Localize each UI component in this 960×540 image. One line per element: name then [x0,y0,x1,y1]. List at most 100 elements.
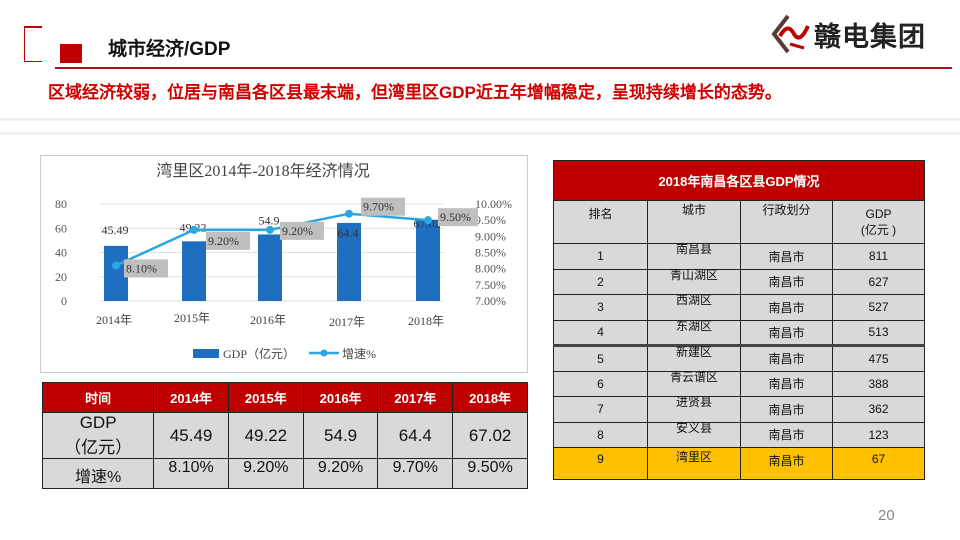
growth-label-box [280,221,324,240]
growth-label-box [124,259,168,278]
gdp-cell: 388 [832,370,925,397]
table-header-row: 时间 2014年 2015年 2016年 2017年 2018年 [41,382,528,413]
rate-cell: 9.70% [377,458,454,489]
gdp-cell: 45.49 [153,412,229,459]
company-logo: 赣电集团 [770,14,926,54]
gdp-bar [337,222,361,301]
header-cell: 2014年 [153,382,229,413]
city-cell: 西湖区 [647,294,741,321]
growth-label-box [206,231,250,250]
gdp-cell: 627 [832,268,925,295]
growth-label-box [438,208,478,227]
rank-cell: 5 [553,345,648,372]
rank-cell: 9 [553,447,648,480]
header-line: (亿元 ) [860,223,897,237]
gdp-cell: 513 [832,319,925,346]
admin-cell: 南昌市 [740,243,833,270]
header-line: GDP [865,207,892,221]
city-cell: 东湖区 [647,319,741,346]
left-axis-tick: 80 [55,197,67,211]
rank-cell: 7 [553,396,648,423]
district-gdp-table: 2018年南昌各区县GDP情况 排名 城市 行政划分 GDP (亿元 ) 1 南昌县… [553,160,925,480]
gdp-data-label: 45.49 [102,223,129,237]
gdp-cell: 362 [832,396,925,423]
table-row: 8 安义县 南昌市 123 [553,421,925,448]
legend-label: 增速% [342,347,376,361]
gdp-cell: 64.4 [377,412,454,459]
city-cell: 新建区 [647,345,741,372]
right-axis-tick: 9.00% [475,229,506,243]
page-number: 20 [878,507,895,524]
yearly-gdp-table: 时间 2014年 2015年 2016年 2017年 2018年 GDP （亿元）… [41,382,528,489]
city-cell: 南昌县 [647,243,741,270]
left-axis-tick: 0 [61,294,67,308]
admin-cell: 南昌市 [740,447,833,480]
rate-cell: 9.50% [452,458,528,489]
table-row: 5 新建区 南昌市 475 [553,345,925,372]
growth-data-label: 9.20% [208,234,239,248]
rate-cell: 9.20% [302,458,379,489]
gdp-cell: 811 [832,243,925,270]
table-row-highlighted: 9 湾里区 南昌市 67 [553,447,925,480]
gdp-cell: 527 [832,294,925,321]
right-axis-tick: 7.50% [475,278,506,292]
page-title: 城市经济/GDP [108,39,231,60]
table-row: 7 进贤县 南昌市 362 [553,396,925,423]
table-row: GDP （亿元） 45.49 49.22 54.9 64.4 67.02 [41,412,528,459]
city-cell: 进贤县 [647,396,741,423]
header-cell: 排名 [553,200,648,244]
left-axis-tick: 40 [55,246,67,260]
admin-cell: 南昌市 [740,319,833,346]
gdp-cell: 49.22 [227,412,304,459]
legend-line-marker [320,349,328,357]
table-row: 增速% 8.10% 9.20% 9.20% 9.70% 9.50% [41,458,528,489]
right-axis-tick: 7.00% [475,294,506,308]
rank-cell: 3 [553,294,648,321]
table-caption-row: 2018年南昌各区县GDP情况 [553,160,925,201]
header-cell: 2016年 [302,382,379,413]
background-line [0,118,960,121]
header-cell: 城市 [647,200,741,244]
header-cell: 2015年 [227,382,304,413]
gdp-cell: 54.9 [302,412,379,459]
rank-cell: 2 [553,268,648,295]
table-caption: 2018年南昌各区县GDP情况 [553,160,925,201]
legend-bar-swatch [193,349,219,358]
growth-data-label: 9.20% [282,224,313,238]
growth-point [266,225,274,234]
growth-point [190,225,198,234]
header-cell: 时间 [41,382,155,413]
rate-cell: 8.10% [153,458,229,489]
row-label-line: （亿元） [64,438,133,457]
header-cell: 行政划分 [740,200,833,244]
admin-cell: 南昌市 [740,268,833,295]
legend-label: GDP（亿元） [223,346,295,361]
gdp-bar [182,241,206,301]
admin-cell: 南昌市 [740,396,833,423]
table-row: 2 青山湖区 南昌市 627 [553,268,925,295]
subtitle: 区域经济较弱，位居与南昌各区县最末端，但湾里区GDP近五年增幅稳定，呈现持续增长… [48,83,782,102]
city-cell: 青云谱区 [647,370,741,397]
gdp-chart: 湾里区2014年-2018年经济情况 0 20 40 60 80 7.00% 7.50% 8.… [55,162,512,361]
gdp-cell: 67 [832,447,925,480]
row-label-line: GDP [79,413,117,432]
gdp-cell: 475 [832,345,925,372]
chart-title: 湾里区2014年-2018年经济情况 [156,162,369,180]
rate-cell: 9.20% [227,458,304,489]
rank-cell: 8 [553,421,648,448]
city-cell: 湾里区 [647,447,741,480]
header-cell: GDP (亿元 ) [832,200,925,244]
city-cell: 青山湖区 [647,268,741,295]
gdp-bar [416,219,440,301]
rank-cell: 1 [553,243,648,270]
gdp-cell: 123 [832,421,925,448]
admin-cell: 南昌市 [740,421,833,448]
left-axis-tick: 20 [55,270,67,284]
row-label: 增速% [41,458,155,489]
growth-point [112,261,120,270]
table-row: 1 南昌县 南昌市 811 [553,243,925,270]
table-header-row: 排名 城市 行政划分 GDP (亿元 ) [553,200,925,244]
growth-label-box [361,197,405,216]
gdp-cell: 67.02 [452,412,528,459]
table-row: 3 西湖区 南昌市 527 [553,294,925,321]
